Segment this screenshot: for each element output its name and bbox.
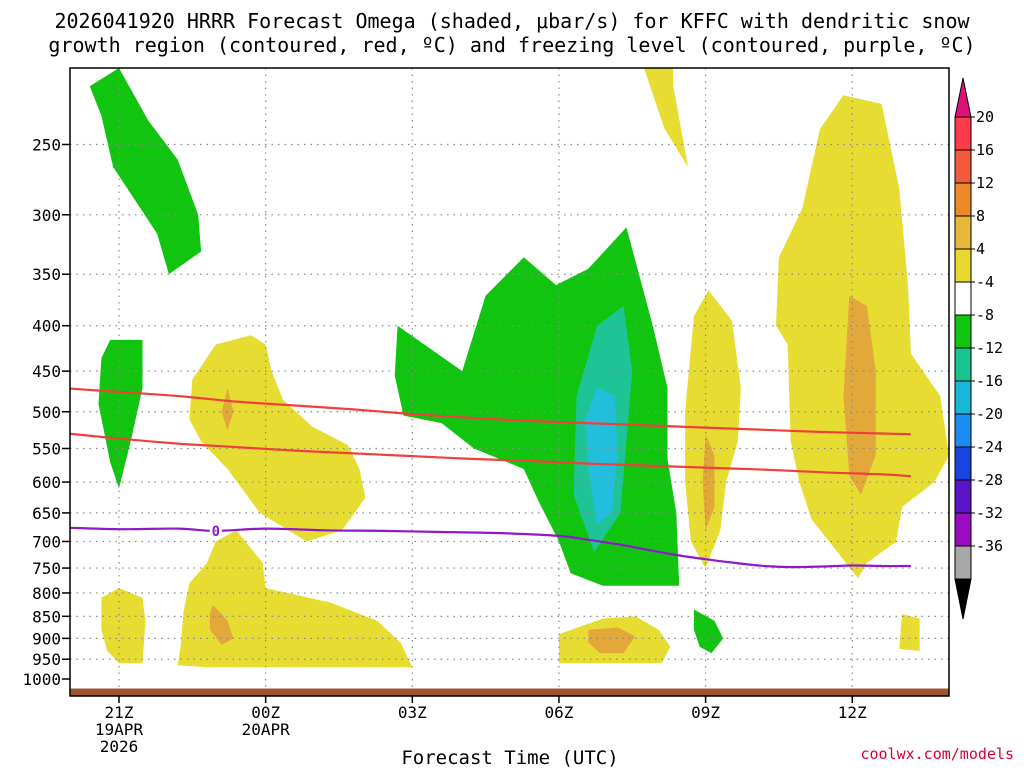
freezing-level-label: 0	[212, 524, 220, 540]
omega-fill-layer	[89, 68, 949, 668]
x-tick-label: 19APR	[95, 720, 144, 739]
ground-surface	[70, 688, 949, 696]
y-tick-label: 750	[32, 559, 61, 578]
colorbar-segment	[954, 545, 972, 580]
colorbar-label: 16	[976, 141, 994, 159]
colorbar-segment	[954, 347, 972, 382]
omega-region-yellow-9	[177, 530, 413, 668]
colorbar-segment	[954, 446, 972, 481]
colorbar-label: -28	[976, 471, 1003, 489]
dgz-contour-line-0	[70, 387, 911, 436]
omega-region-green-5	[693, 609, 724, 654]
freezing-level-line	[70, 526, 911, 569]
x-tick-label: 09Z	[691, 703, 720, 722]
colorbar-segment	[954, 149, 972, 184]
colorbar-segment	[954, 479, 972, 514]
colorbar-label: -16	[976, 372, 1003, 390]
x-tick-label: 00Z	[251, 703, 280, 722]
x-axis-label: Forecast Time (UTC)	[401, 747, 618, 768]
omega-region-cyan-4	[585, 387, 618, 525]
y-tick-label: 900	[32, 629, 61, 648]
colorbar-segment	[954, 215, 972, 250]
y-tick-label: 800	[32, 584, 61, 603]
colorbar-label: -12	[976, 339, 1003, 357]
colorbar-segment	[954, 248, 972, 283]
omega-region-orange-15	[843, 295, 876, 495]
omega-region-yellow-18	[899, 614, 920, 651]
colorbar-label: 4	[976, 240, 985, 258]
plot-frame	[69, 67, 950, 697]
y-tick-label: 850	[32, 607, 61, 626]
credit-link[interactable]: coolwx.com/models	[860, 745, 1014, 763]
colorbar-label: -32	[976, 504, 1003, 522]
x-tick-label: 21Z	[105, 703, 134, 722]
colorbar-label: -4	[976, 273, 994, 291]
colorbar-label: -20	[976, 405, 1003, 423]
colorbar-segment	[954, 281, 972, 316]
y-axis: 250 300 350 400 450 500 550 600 650 700 750 800 850 9…	[22, 136, 70, 689]
colorbar-label: 8	[976, 207, 985, 225]
y-tick-label: 1000	[22, 670, 61, 689]
colorbar-label: -24	[976, 438, 1003, 456]
y-tick-label: 950	[32, 650, 61, 669]
colorbar-label: -36	[976, 537, 1003, 555]
dgz-contour-line-1	[70, 432, 911, 478]
y-tick-label: 300	[32, 206, 61, 225]
y-tick-label: 350	[32, 265, 61, 284]
colorbar: 20 16 12 8 4 -4 -8 -12 -16 -20 -24 -28 -32 -36	[954, 77, 1003, 620]
x-tick-label: 06Z	[544, 703, 573, 722]
omega-region-green-1	[98, 339, 143, 489]
colorbar-segment	[954, 380, 972, 415]
omega-region-yellow-11	[101, 588, 146, 664]
y-tick-label: 550	[32, 439, 61, 458]
x-tick-label: 12Z	[838, 703, 867, 722]
x-tick-label: 2026	[100, 737, 139, 756]
omega-region-orange-10	[209, 604, 234, 645]
y-tick-label: 500	[32, 403, 61, 422]
y-tick-label: 250	[32, 136, 61, 155]
y-tick-label: 450	[32, 362, 61, 381]
grid-layer	[70, 68, 949, 696]
chart-title-line1: 2026041920 HRRR Forecast Omega (shaded, …	[54, 9, 970, 33]
y-tick-label: 650	[32, 504, 61, 523]
omega-region-orange-17	[588, 627, 636, 654]
chart-title-line2: growth region (contoured, red, ºC) and f…	[48, 33, 975, 57]
colorbar-label: -8	[976, 306, 994, 324]
colorbar-segment	[954, 182, 972, 217]
y-tick-label: 400	[32, 317, 61, 336]
contour-line-layer: 0	[70, 387, 911, 569]
omega-region-yellow-6	[644, 68, 688, 167]
colorbar-label: 12	[976, 174, 994, 192]
omega-region-yellow-12	[685, 290, 741, 569]
y-tick-label: 700	[32, 532, 61, 551]
colorbar-bottom-arrow	[954, 578, 972, 620]
colorbar-segment	[954, 413, 972, 448]
colorbar-segment	[954, 512, 972, 547]
colorbar-label: 20	[976, 108, 994, 126]
colorbar-segment	[954, 116, 972, 151]
x-tick-label: 03Z	[398, 703, 427, 722]
colorbar-top-arrow	[954, 77, 972, 118]
y-tick-label: 600	[32, 473, 61, 492]
freezing-label-bg	[209, 521, 222, 539]
x-tick-label: 20APR	[242, 720, 291, 739]
omega-region-yellow-7	[189, 335, 366, 542]
omega-region-orange-8	[221, 387, 234, 431]
omega-region-green-0	[89, 68, 202, 275]
colorbar-segment	[954, 314, 972, 349]
